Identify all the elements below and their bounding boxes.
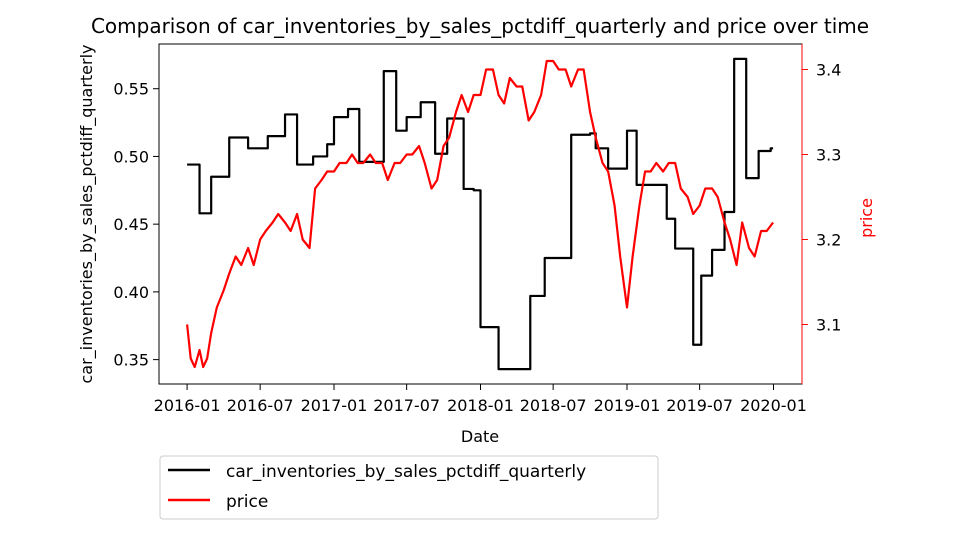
chart-title: Comparison of car_inventories_by_sales_p… [91,14,869,38]
left-y-tick-label: 0.40 [113,283,149,302]
x-axis-label: Date [461,427,499,446]
left-y-tick-label: 0.55 [113,80,149,99]
left-y-axis-label: car_inventories_by_sales_pctdiff_quarter… [77,44,97,383]
x-tick-label: 2017-07 [373,396,440,415]
x-tick-label: 2020-01 [740,396,807,415]
left-y-tick-label: 0.50 [113,147,149,166]
legend: car_inventories_by_sales_pctdiff_quarter… [159,455,659,520]
left-y-tick-label: 0.45 [113,215,149,234]
legend-label-inventories: car_inventories_by_sales_pctdiff_quarter… [226,462,586,482]
plot-area [186,57,774,371]
right-y-tick-label: 3.3 [816,146,841,165]
left-y-axis: 0.35 0.40 0.45 0.50 0.55 [113,80,159,370]
right-y-tick-label: 3.4 [816,61,841,80]
x-tick-label: 2016-01 [154,396,221,415]
right-y-axis: 3.1 3.2 3.3 3.4 [802,61,841,335]
series-line-inventories [187,57,774,371]
x-tick-label: 2018-07 [520,396,587,415]
x-tick-label: 2016-07 [227,396,294,415]
right-y-axis-label: price [857,198,876,238]
legend-label-price: price [226,492,268,512]
left-y-tick-label: 0.35 [113,351,149,370]
x-axis: 2016-01 2016-07 2017-01 2017-07 2018-01 2018-… [154,384,807,415]
x-tick-label: 2017-01 [301,396,368,415]
x-tick-label: 2019-01 [594,396,661,415]
legend-box [159,455,659,520]
right-y-tick-label: 3.1 [816,316,841,335]
series-line-price [186,59,774,369]
x-tick-label: 2018-01 [447,396,514,415]
right-y-tick-label: 3.2 [816,231,841,250]
x-tick-label: 2019-07 [666,396,733,415]
